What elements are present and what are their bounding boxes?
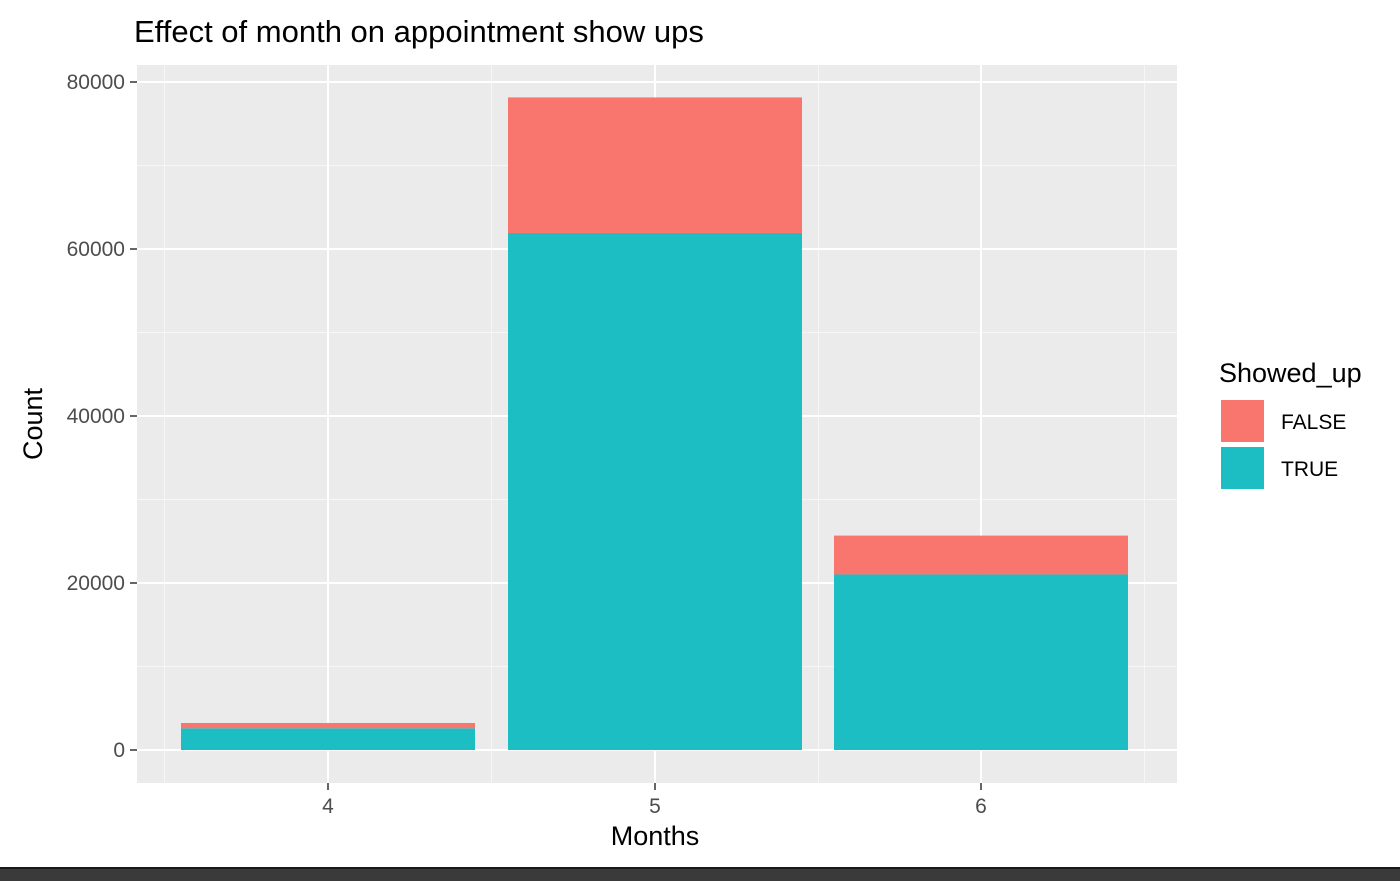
bar-5-true	[508, 232, 802, 751]
bar-4-true	[181, 728, 475, 750]
x-tick-label: 6	[975, 795, 987, 818]
legend-label-true: TRUE	[1281, 458, 1338, 481]
y-axis-title: Count	[18, 387, 48, 460]
bars	[181, 97, 1128, 751]
bar-6-false	[834, 535, 1128, 575]
x-tick-label: 4	[322, 795, 334, 818]
y-tick-label: 60000	[67, 238, 125, 261]
x-tick-label: 5	[649, 795, 661, 818]
x-axis: 4 5 6	[322, 783, 987, 818]
bar-6-true	[834, 574, 1128, 750]
legend-swatch-false	[1221, 400, 1264, 442]
legend-title: Showed_up	[1219, 358, 1362, 388]
legend-swatch-true	[1221, 447, 1264, 489]
y-tick-label: 0	[113, 739, 125, 762]
bar-5-false	[508, 97, 802, 233]
y-tick-label: 20000	[67, 572, 125, 595]
x-axis-title: Months	[611, 821, 700, 851]
y-axis: 0 20000 40000 60000 80000	[67, 71, 137, 762]
bar-4-false	[181, 722, 475, 729]
legend-label-false: FALSE	[1281, 411, 1346, 434]
legend-items: FALSE TRUE	[1221, 400, 1346, 489]
y-tick-label: 40000	[67, 405, 125, 428]
chart-title: Effect of month on appointment show ups	[134, 14, 704, 49]
legend: Showed_up FALSE TRUE	[1219, 358, 1362, 489]
y-tick-label: 80000	[67, 71, 125, 94]
window-bottom-bar	[0, 867, 1400, 881]
